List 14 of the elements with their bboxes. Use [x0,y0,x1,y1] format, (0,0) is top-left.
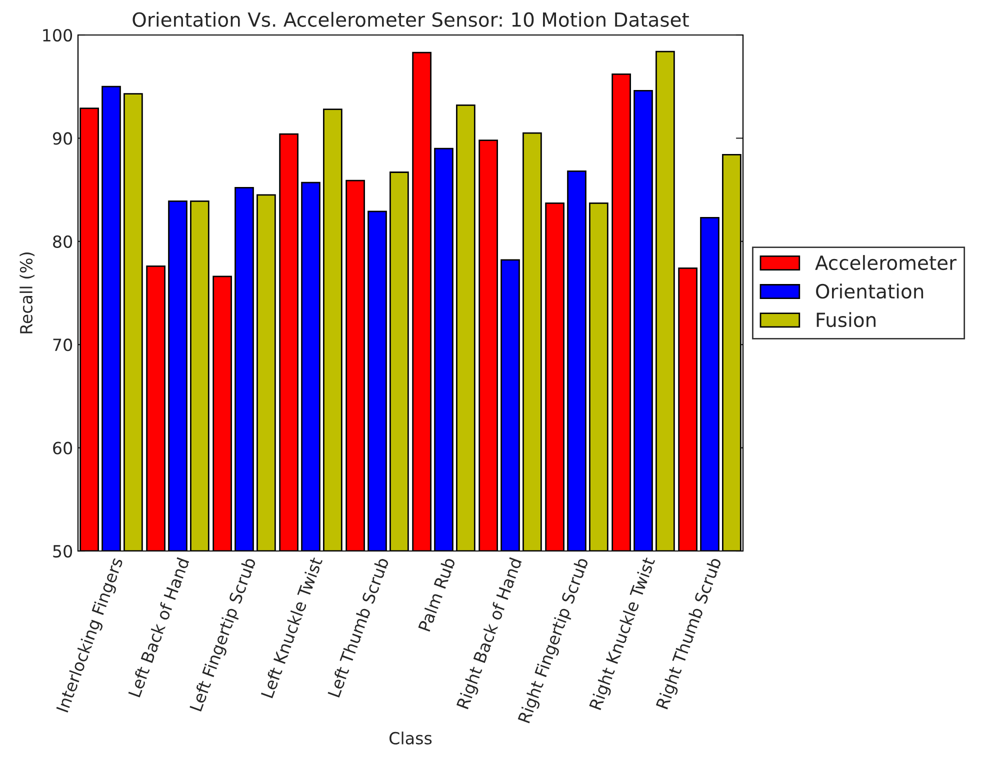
y-tick-label: 70 [53,338,72,352]
x-axis-title: Class [390,732,432,744]
y-tick-label: 90 [52,132,72,145]
y-tick-label: 80 [53,235,72,248]
y-tick-label: 100 [43,28,72,42]
y-axis-title: Recall (%) [20,252,35,334]
legend-label: Accelerometer [815,255,957,270]
y-tick-label: 50 [53,544,72,558]
y-tick-label: 60 [53,442,72,454]
x-tick-label: Palm Rub [418,556,456,632]
legend-label: Fusion [816,312,876,328]
legend-label: Orientation [816,284,924,299]
chart-title: Orientation Vs. Accelerometer Sensor: 10 Motion Dataset [132,12,689,27]
x-tick-label: Left Back of Hand [128,557,190,698]
